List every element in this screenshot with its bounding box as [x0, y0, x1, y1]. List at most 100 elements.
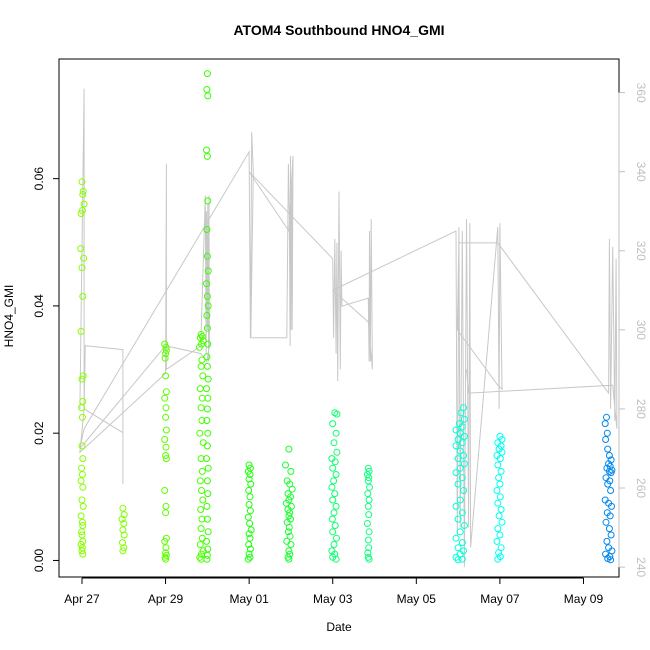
data-point: [329, 496, 337, 504]
data-point: [203, 551, 211, 559]
data-point: [498, 448, 506, 456]
data-point: [602, 436, 610, 443]
data-point: [460, 487, 467, 494]
data-point: [604, 445, 612, 453]
data-point: [365, 544, 373, 552]
data-point: [79, 550, 87, 558]
data-point: [77, 327, 85, 335]
data-point: [603, 537, 611, 545]
data-point: [162, 452, 170, 459]
data-point: [605, 452, 613, 459]
data-point: [78, 518, 86, 526]
data-point: [198, 534, 206, 542]
data-point: [332, 502, 340, 510]
data-point: [118, 515, 126, 523]
x-tick-label: May 07: [480, 592, 520, 606]
data-point: [285, 555, 293, 563]
data-point: [606, 512, 614, 520]
data-point: [203, 86, 211, 93]
data-point: [460, 432, 468, 440]
y-axis: 0.00 0.02 0.04 0.06: [32, 167, 60, 572]
data-point: [245, 501, 253, 508]
data-point: [204, 394, 212, 402]
data-point: [203, 312, 211, 319]
data-point: [196, 429, 204, 437]
data-point: [329, 553, 337, 561]
data-point: [120, 511, 128, 519]
data-point: [494, 525, 502, 533]
x-tick-label: May 03: [313, 592, 353, 606]
data-point: [364, 490, 372, 498]
data-point: [329, 420, 337, 428]
data-point: [120, 531, 128, 539]
data-point: [120, 544, 128, 552]
data-point: [161, 354, 169, 362]
data-point: [162, 509, 170, 517]
data-point: [452, 469, 460, 477]
data-point: [458, 509, 466, 517]
data-point: [203, 405, 211, 413]
data-point: [456, 496, 464, 504]
data-point: [203, 442, 211, 450]
secondary-y-axis: 240 260 280 300 320 340 360: [618, 83, 648, 577]
data-point: [495, 549, 503, 557]
data-point: [365, 496, 373, 504]
data-point: [495, 474, 503, 482]
data-point: [162, 555, 170, 563]
data-point: [245, 487, 253, 494]
chart-title: ATOM4 Southbound HNO4_GMI: [233, 22, 444, 38]
data-point: [284, 528, 292, 536]
data-point: [162, 551, 170, 559]
data-point: [458, 423, 466, 431]
data-point: [452, 534, 460, 542]
data-point: [78, 375, 86, 383]
data-point: [204, 464, 212, 472]
data-point: [79, 187, 87, 195]
data-point: [203, 146, 210, 154]
data-point: [246, 545, 254, 553]
data-point: [607, 469, 615, 477]
data-point: [79, 483, 87, 491]
data-point: [333, 410, 341, 418]
data-point: [162, 455, 170, 463]
data-point: [332, 471, 340, 478]
data-point: [78, 547, 86, 555]
data-point: [364, 549, 372, 557]
data-point: [456, 447, 464, 455]
data-point: [78, 413, 86, 421]
data-point: [245, 530, 253, 538]
data-point: [457, 409, 465, 417]
data-point: [203, 252, 211, 260]
data-point: [119, 539, 126, 547]
data-point: [203, 515, 211, 523]
data-point: [204, 340, 212, 348]
data-point: [204, 197, 212, 205]
data-point: [607, 531, 615, 539]
data-point: [288, 485, 296, 493]
data-point: [493, 487, 501, 494]
data-point: [363, 471, 371, 478]
data-point: [196, 385, 204, 393]
secondary-trace-line: [79, 88, 618, 568]
data-point: [605, 525, 613, 533]
data-point: [454, 480, 462, 488]
data-point: [79, 372, 87, 380]
y2-tick-label: 320: [634, 241, 648, 261]
data-point: [285, 547, 293, 555]
data-point: [495, 512, 503, 520]
data-point: [608, 502, 615, 510]
data-point: [333, 448, 341, 456]
data-point: [283, 537, 291, 545]
points-layer: [77, 70, 616, 564]
data-point: [454, 544, 462, 552]
data-point: [496, 531, 504, 539]
data-point: [78, 464, 86, 472]
data-point: [78, 442, 86, 450]
x-tick-label: May 01: [229, 592, 269, 606]
y-axis-label: HNO4_GMI: [2, 285, 16, 348]
data-point: [162, 404, 170, 412]
data-point: [204, 375, 212, 383]
data-point: [458, 474, 466, 482]
y2-tick-label: 300: [634, 320, 648, 340]
data-point: [330, 439, 338, 447]
